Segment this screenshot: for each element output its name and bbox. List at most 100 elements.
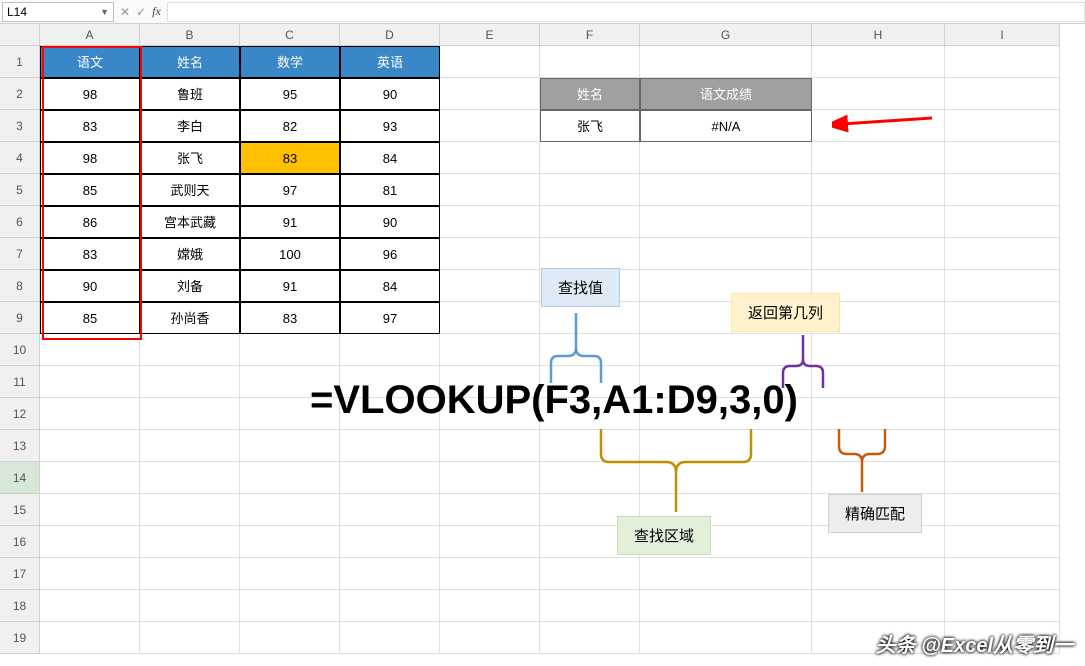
cell-D13[interactable] bbox=[340, 430, 440, 462]
cell-A6[interactable]: 86 bbox=[40, 206, 140, 238]
cell-B1[interactable]: 姓名 bbox=[140, 46, 240, 78]
cell-D6[interactable]: 90 bbox=[340, 206, 440, 238]
cell-H6[interactable] bbox=[812, 206, 945, 238]
row-header-9[interactable]: 9 bbox=[0, 302, 40, 334]
cell-G19[interactable] bbox=[640, 622, 812, 654]
cell-F14[interactable] bbox=[540, 462, 640, 494]
cell-I3[interactable] bbox=[945, 110, 1060, 142]
cell-A11[interactable] bbox=[40, 366, 140, 398]
cell-G7[interactable] bbox=[640, 238, 812, 270]
cell-D15[interactable] bbox=[340, 494, 440, 526]
cell-B8[interactable]: 刘备 bbox=[140, 270, 240, 302]
cell-E2[interactable] bbox=[440, 78, 540, 110]
cell-I12[interactable] bbox=[945, 398, 1060, 430]
cell-H4[interactable] bbox=[812, 142, 945, 174]
cell-C7[interactable]: 100 bbox=[240, 238, 340, 270]
confirm-icon[interactable]: ✓ bbox=[136, 5, 146, 19]
chevron-down-icon[interactable]: ▼ bbox=[100, 7, 109, 17]
cell-G5[interactable] bbox=[640, 174, 812, 206]
cell-G6[interactable] bbox=[640, 206, 812, 238]
row-header-4[interactable]: 4 bbox=[0, 142, 40, 174]
cell-D7[interactable]: 96 bbox=[340, 238, 440, 270]
cell-D3[interactable]: 93 bbox=[340, 110, 440, 142]
cell-I7[interactable] bbox=[945, 238, 1060, 270]
cell-G18[interactable] bbox=[640, 590, 812, 622]
cell-D8[interactable]: 84 bbox=[340, 270, 440, 302]
row-header-8[interactable]: 8 bbox=[0, 270, 40, 302]
cell-C14[interactable] bbox=[240, 462, 340, 494]
cell-C10[interactable] bbox=[240, 334, 340, 366]
cell-F10[interactable] bbox=[540, 334, 640, 366]
cell-D17[interactable] bbox=[340, 558, 440, 590]
col-header-E[interactable]: E bbox=[440, 24, 540, 46]
cell-C3[interactable]: 82 bbox=[240, 110, 340, 142]
cell-C8[interactable]: 91 bbox=[240, 270, 340, 302]
cell-C13[interactable] bbox=[240, 430, 340, 462]
cell-A13[interactable] bbox=[40, 430, 140, 462]
cell-G3[interactable]: #N/A bbox=[640, 110, 812, 142]
cell-D1[interactable]: 英语 bbox=[340, 46, 440, 78]
cell-G1[interactable] bbox=[640, 46, 812, 78]
cell-E3[interactable] bbox=[440, 110, 540, 142]
cell-C18[interactable] bbox=[240, 590, 340, 622]
cell-A2[interactable]: 98 bbox=[40, 78, 140, 110]
cell-A18[interactable] bbox=[40, 590, 140, 622]
formula-input[interactable] bbox=[167, 2, 1085, 22]
row-header-14[interactable]: 14 bbox=[0, 462, 40, 494]
col-header-I[interactable]: I bbox=[945, 24, 1060, 46]
cell-B4[interactable]: 张飞 bbox=[140, 142, 240, 174]
cell-F1[interactable] bbox=[540, 46, 640, 78]
cell-G13[interactable] bbox=[640, 430, 812, 462]
cell-B10[interactable] bbox=[140, 334, 240, 366]
cell-E13[interactable] bbox=[440, 430, 540, 462]
cell-H14[interactable] bbox=[812, 462, 945, 494]
row-header-10[interactable]: 10 bbox=[0, 334, 40, 366]
cell-E17[interactable] bbox=[440, 558, 540, 590]
cell-E8[interactable] bbox=[440, 270, 540, 302]
cell-E19[interactable] bbox=[440, 622, 540, 654]
cell-F18[interactable] bbox=[540, 590, 640, 622]
cell-A19[interactable] bbox=[40, 622, 140, 654]
col-header-F[interactable]: F bbox=[540, 24, 640, 46]
row-header-1[interactable]: 1 bbox=[0, 46, 40, 78]
cell-E4[interactable] bbox=[440, 142, 540, 174]
cell-I13[interactable] bbox=[945, 430, 1060, 462]
cell-F5[interactable] bbox=[540, 174, 640, 206]
cell-D16[interactable] bbox=[340, 526, 440, 558]
cell-F4[interactable] bbox=[540, 142, 640, 174]
cell-B14[interactable] bbox=[140, 462, 240, 494]
cell-E1[interactable] bbox=[440, 46, 540, 78]
fx-icon[interactable]: fx bbox=[152, 4, 161, 19]
cell-A16[interactable] bbox=[40, 526, 140, 558]
cell-D9[interactable]: 97 bbox=[340, 302, 440, 334]
cell-E18[interactable] bbox=[440, 590, 540, 622]
cell-C5[interactable]: 97 bbox=[240, 174, 340, 206]
row-header-19[interactable]: 19 bbox=[0, 622, 40, 654]
cell-E16[interactable] bbox=[440, 526, 540, 558]
cell-A12[interactable] bbox=[40, 398, 140, 430]
cell-H7[interactable] bbox=[812, 238, 945, 270]
cell-C2[interactable]: 95 bbox=[240, 78, 340, 110]
col-header-G[interactable]: G bbox=[640, 24, 812, 46]
cell-I5[interactable] bbox=[945, 174, 1060, 206]
row-header-11[interactable]: 11 bbox=[0, 366, 40, 398]
cell-A5[interactable]: 85 bbox=[40, 174, 140, 206]
cell-C4[interactable]: 83 bbox=[240, 142, 340, 174]
cell-A10[interactable] bbox=[40, 334, 140, 366]
cell-B13[interactable] bbox=[140, 430, 240, 462]
cell-C9[interactable]: 83 bbox=[240, 302, 340, 334]
cell-H1[interactable] bbox=[812, 46, 945, 78]
cell-I8[interactable] bbox=[945, 270, 1060, 302]
cell-B2[interactable]: 鲁班 bbox=[140, 78, 240, 110]
cell-H11[interactable] bbox=[812, 366, 945, 398]
cell-I18[interactable] bbox=[945, 590, 1060, 622]
cell-A14[interactable] bbox=[40, 462, 140, 494]
cell-A9[interactable]: 85 bbox=[40, 302, 140, 334]
cell-A4[interactable]: 98 bbox=[40, 142, 140, 174]
cell-E14[interactable] bbox=[440, 462, 540, 494]
cell-F6[interactable] bbox=[540, 206, 640, 238]
cell-I6[interactable] bbox=[945, 206, 1060, 238]
cell-B11[interactable] bbox=[140, 366, 240, 398]
cell-H5[interactable] bbox=[812, 174, 945, 206]
cell-A8[interactable]: 90 bbox=[40, 270, 140, 302]
